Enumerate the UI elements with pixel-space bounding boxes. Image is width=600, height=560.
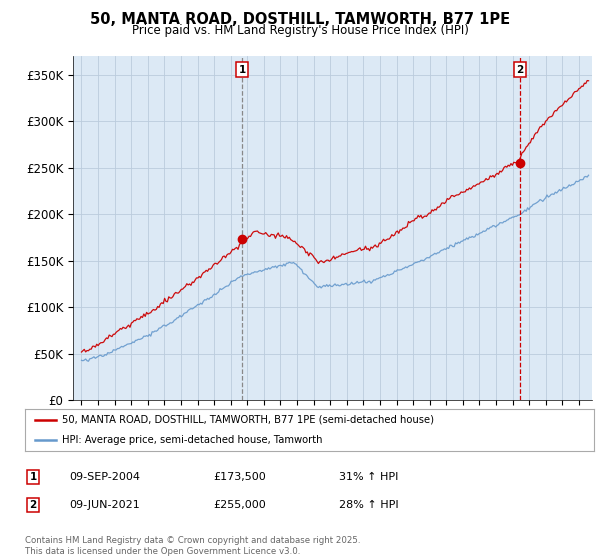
Text: 1: 1 [29, 472, 37, 482]
Text: 09-JUN-2021: 09-JUN-2021 [69, 500, 140, 510]
Text: 09-SEP-2004: 09-SEP-2004 [69, 472, 140, 482]
Text: 28% ↑ HPI: 28% ↑ HPI [339, 500, 398, 510]
Text: HPI: Average price, semi-detached house, Tamworth: HPI: Average price, semi-detached house,… [62, 435, 323, 445]
Text: 2: 2 [516, 64, 524, 74]
Text: 50, MANTA ROAD, DOSTHILL, TAMWORTH, B77 1PE: 50, MANTA ROAD, DOSTHILL, TAMWORTH, B77 … [90, 12, 510, 27]
Text: £255,000: £255,000 [213, 500, 266, 510]
Text: £173,500: £173,500 [213, 472, 266, 482]
Text: Contains HM Land Registry data © Crown copyright and database right 2025.
This d: Contains HM Land Registry data © Crown c… [25, 536, 361, 556]
Text: 1: 1 [239, 64, 246, 74]
Text: 2: 2 [29, 500, 37, 510]
Text: 50, MANTA ROAD, DOSTHILL, TAMWORTH, B77 1PE (semi-detached house): 50, MANTA ROAD, DOSTHILL, TAMWORTH, B77 … [62, 415, 434, 424]
Text: Price paid vs. HM Land Registry's House Price Index (HPI): Price paid vs. HM Land Registry's House … [131, 24, 469, 36]
Text: 31% ↑ HPI: 31% ↑ HPI [339, 472, 398, 482]
